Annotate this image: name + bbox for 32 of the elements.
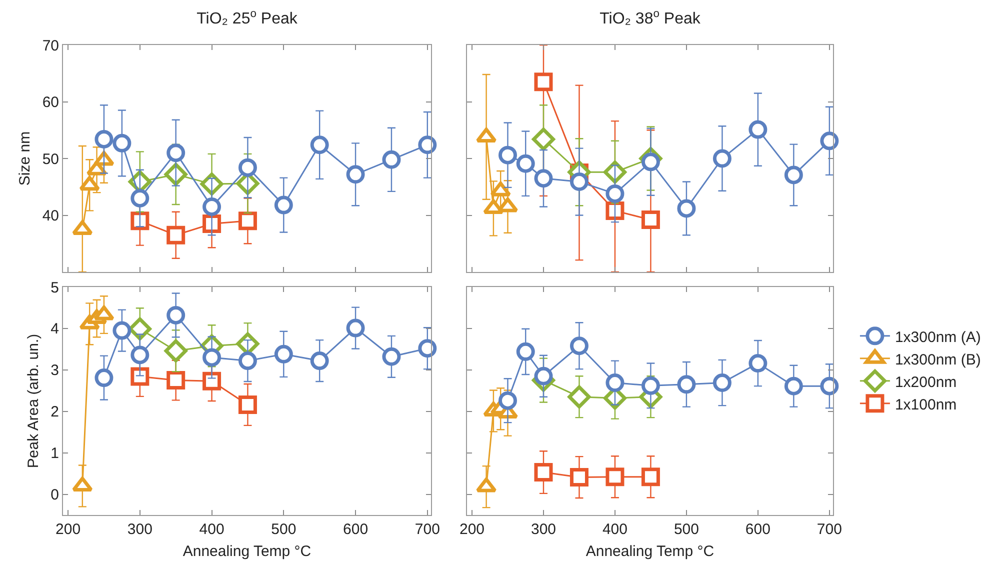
y-tick-label: 2 [50, 404, 59, 421]
chart-title: TiO₂ 25$^{o}$ Peak [196, 8, 298, 28]
x-tick-label: 600 [343, 521, 368, 538]
y-tick-label: 40 [42, 208, 59, 224]
x-tick-label: 300 [127, 521, 152, 538]
y-tick-label: 60 [42, 94, 59, 111]
x-axis-title: Annealing Temp °C [586, 543, 714, 560]
x-tick-label: 700 [816, 521, 842, 538]
legend-label: 1x200nm [894, 374, 957, 391]
y-tick-label: 3 [50, 362, 59, 380]
chart-title: TiO₂ 38$^{o}$ Peak [600, 8, 702, 28]
x-tick-label: 200 [56, 521, 81, 538]
x-tick-label: 500 [271, 521, 296, 538]
legend-label: 1x100nm [894, 396, 957, 414]
y-tick-label: 50 [42, 150, 59, 168]
x-tick-label: 200 [459, 521, 485, 538]
legend-label: 1x300nm (A) [894, 328, 981, 346]
x-tick-label: 700 [414, 521, 440, 538]
x-axis-title: Annealing Temp °C [182, 543, 312, 560]
y-tick-label: 1 [50, 445, 59, 462]
y-axis-title: Size nm [16, 131, 34, 186]
x-tick-label: 300 [530, 521, 556, 538]
y-tick-label: 4 [50, 320, 59, 338]
legend-label: 1x300nm (B) [894, 351, 981, 368]
x-tick-label: 500 [674, 521, 699, 538]
x-tick-label: 400 [602, 521, 628, 538]
x-tick-label: 600 [745, 521, 770, 538]
x-tick-label: 400 [199, 521, 224, 538]
y-tick-label: 0 [50, 486, 59, 504]
y-axis-title: Peak Area (arb. un.) [24, 334, 42, 468]
y-tick-label: 5 [50, 279, 59, 296]
y-tick-label: 70 [42, 37, 59, 54]
